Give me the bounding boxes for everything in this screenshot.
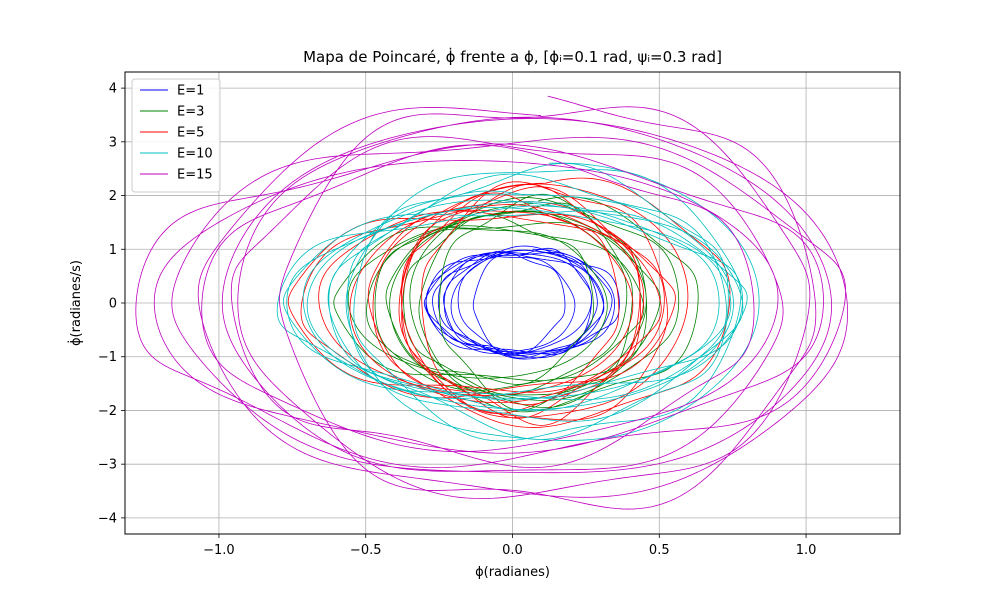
legend-label: E=5 <box>177 126 204 141</box>
y-tick-label: −2 <box>98 404 117 419</box>
y-tick-label: 1 <box>109 243 117 258</box>
legend-label: E=3 <box>177 105 204 120</box>
ticks: −1.0 −0.5 0.0 0.5 1.0 −4 −3 −2 −1 0 1 2 3 4 <box>98 82 817 558</box>
series-layer <box>135 95 849 510</box>
legend-label: E=1 <box>177 84 204 99</box>
x-tick-label: 0.5 <box>649 543 670 558</box>
y-tick-label: −3 <box>98 458 117 473</box>
y-tick-label: 4 <box>109 82 117 97</box>
series-line-e15 <box>135 95 849 510</box>
legend-label: E=15 <box>177 168 213 183</box>
x-tick-label: −1.0 <box>203 543 235 558</box>
y-tick-label: −1 <box>98 350 117 365</box>
y-tick-label: 3 <box>109 135 117 150</box>
x-axis-label: ϕ(radianes) <box>475 565 550 580</box>
legend-box <box>131 78 221 193</box>
x-tick-label: 1.0 <box>796 543 817 558</box>
series-line-e5 <box>287 177 731 428</box>
series-line-e10 <box>276 162 760 442</box>
y-tick-label: 2 <box>109 189 117 204</box>
chart-title: Mapa de Poincaré, ϕ̇ frente a ϕ, [ϕᵢ=0.1… <box>303 47 722 66</box>
legend: E=1 E=3 E=5 E=10 E=15 <box>131 78 221 193</box>
y-axis-label: ϕ̇(radianes/s) <box>68 260 84 346</box>
y-tick-label: 0 <box>109 297 117 312</box>
legend-label: E=10 <box>177 147 213 162</box>
y-tick-label: −4 <box>98 511 117 526</box>
x-tick-label: −0.5 <box>350 543 382 558</box>
x-tick-label: 0.0 <box>502 543 523 558</box>
series-line-e3 <box>333 193 699 413</box>
